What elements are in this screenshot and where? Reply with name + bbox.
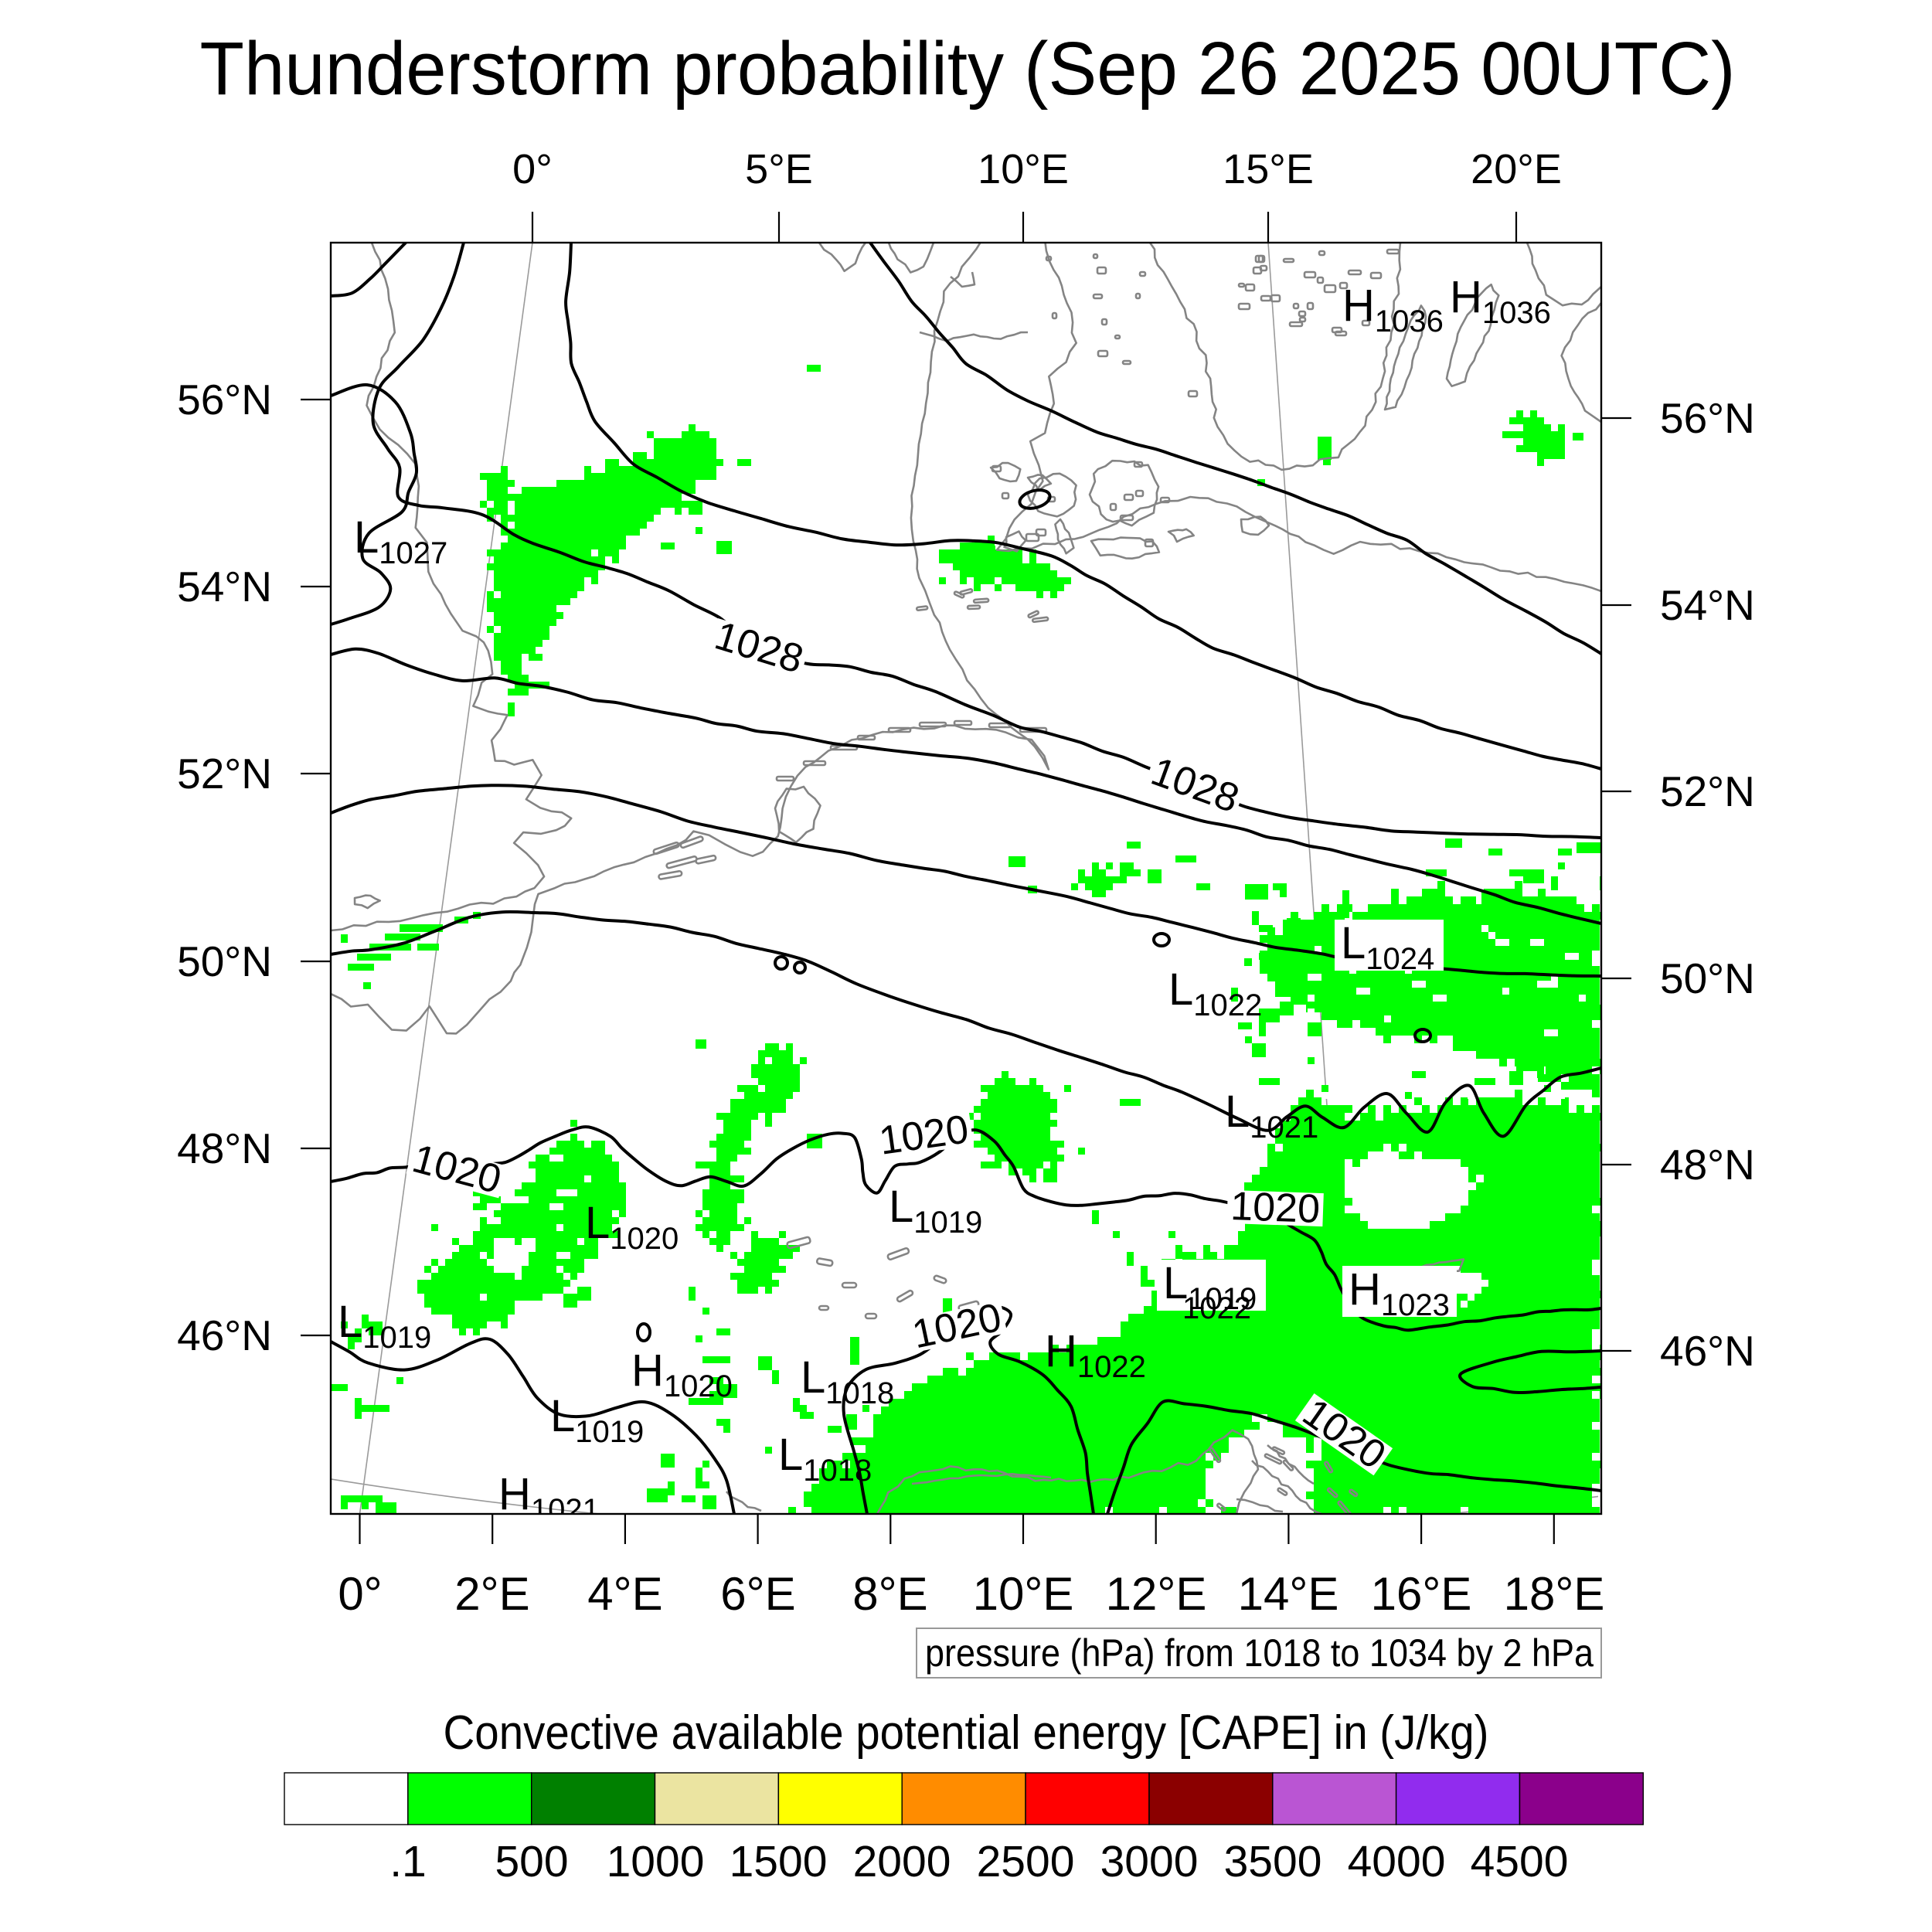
svg-text:Thunderstorm probability (Sep: Thunderstorm probability (Sep 26 2025 00… [200,26,1736,111]
svg-text:10°E: 10°E [973,1568,1074,1620]
svg-text:14°E: 14°E [1238,1568,1339,1620]
svg-text:pressure (hPa) from 1018 to 10: pressure (hPa) from 1018 to 1034 by 2 hP… [925,1631,1594,1675]
svg-text:1028: 1028 [1145,749,1245,821]
svg-text:10°E: 10°E [978,146,1069,192]
svg-text:15°E: 15°E [1223,146,1314,192]
svg-text:18°E: 18°E [1504,1568,1605,1620]
svg-text:46°N: 46°N [1660,1327,1755,1375]
svg-text:2°E: 2°E [454,1568,529,1620]
svg-text:1022: 1022 [1182,1291,1251,1325]
svg-text:Convective available potential: Convective available potential energy [C… [444,1706,1489,1760]
svg-text:8°E: 8°E [852,1568,927,1620]
svg-text:L1021: L1021 [1225,1087,1318,1145]
svg-text:H1021: H1021 [498,1469,600,1527]
svg-text:1500: 1500 [730,1837,828,1886]
svg-text:48°N: 48°N [1660,1141,1755,1189]
svg-text:46°N: 46°N [177,1311,272,1359]
svg-text:4°E: 4°E [587,1568,662,1620]
svg-text:56°N: 56°N [1660,394,1755,442]
svg-text:0°: 0° [338,1568,382,1620]
svg-text:2500: 2500 [977,1837,1075,1886]
svg-text:0°: 0° [512,146,553,192]
svg-text:.1: .1 [389,1837,427,1886]
svg-text:1020: 1020 [408,1136,506,1202]
svg-text:H1036: H1036 [1342,281,1444,338]
svg-text:L1020: L1020 [585,1198,679,1256]
svg-text:L1019: L1019 [889,1182,982,1240]
svg-text:2000: 2000 [853,1837,951,1886]
svg-text:H1036: H1036 [1450,272,1551,330]
svg-text:L1019: L1019 [338,1297,431,1355]
svg-text:6°E: 6°E [720,1568,795,1620]
svg-text:3000: 3000 [1100,1837,1199,1886]
svg-text:52°N: 52°N [177,750,272,798]
svg-text:5°E: 5°E [745,146,813,192]
svg-text:L1027: L1027 [354,512,447,570]
svg-text:L1018: L1018 [801,1352,894,1410]
svg-text:16°E: 16°E [1371,1568,1472,1620]
svg-text:54°N: 54°N [177,563,272,611]
svg-text:L1019: L1019 [550,1391,644,1449]
svg-text:3500: 3500 [1224,1837,1322,1886]
svg-text:12°E: 12°E [1106,1568,1207,1620]
svg-text:56°N: 56°N [177,376,272,423]
svg-text:4500: 4500 [1471,1837,1569,1886]
svg-text:48°N: 48°N [177,1124,272,1172]
svg-text:L1022: L1022 [1168,964,1262,1022]
svg-text:H1020: H1020 [631,1345,733,1403]
svg-text:52°N: 52°N [1660,767,1755,815]
svg-text:50°N: 50°N [177,937,272,985]
svg-text:54°N: 54°N [1660,581,1755,629]
svg-text:1020: 1020 [1230,1184,1321,1232]
svg-text:20°E: 20°E [1471,146,1562,192]
svg-text:1028: 1028 [709,614,808,682]
svg-text:50°N: 50°N [1660,954,1755,1002]
svg-text:1000: 1000 [607,1837,705,1886]
svg-text:500: 500 [495,1837,568,1886]
svg-text:1020: 1020 [876,1107,971,1164]
svg-text:4000: 4000 [1348,1837,1446,1886]
